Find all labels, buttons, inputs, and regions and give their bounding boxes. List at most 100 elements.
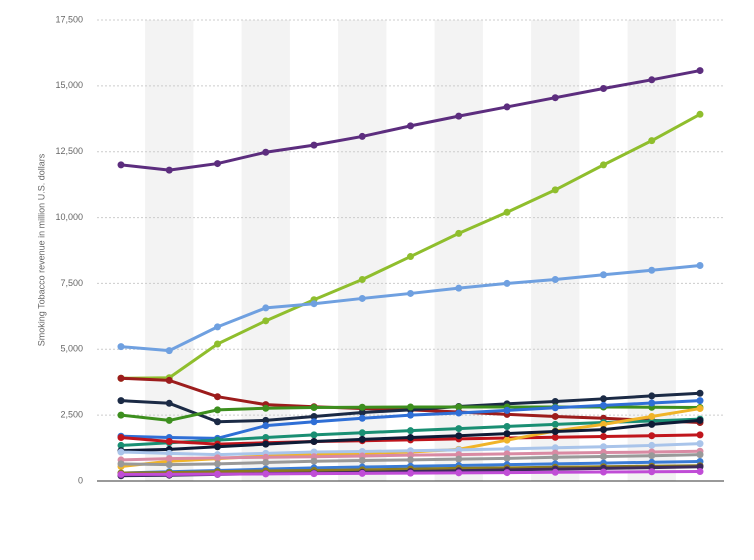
point <box>551 420 559 428</box>
point <box>455 432 463 440</box>
point <box>551 453 559 461</box>
point <box>648 432 656 440</box>
point <box>696 405 704 413</box>
point <box>165 455 173 463</box>
point <box>165 470 173 478</box>
point <box>696 110 704 118</box>
y-tick-label: 5,000 <box>60 344 83 354</box>
point <box>503 454 511 462</box>
point <box>262 434 270 442</box>
point <box>551 397 559 405</box>
point <box>117 374 125 382</box>
point <box>503 103 511 111</box>
point <box>165 461 173 469</box>
y-axis-label: Smoking Tobacco revenue in million U.S. … <box>36 153 46 346</box>
point <box>648 399 656 407</box>
point <box>214 393 221 401</box>
point <box>358 409 366 417</box>
point <box>696 468 704 476</box>
point <box>600 443 607 451</box>
point <box>455 425 463 433</box>
series <box>117 67 704 174</box>
point <box>696 389 704 397</box>
point <box>117 460 125 468</box>
point <box>600 468 607 476</box>
point <box>358 294 366 302</box>
point <box>407 403 414 411</box>
point <box>551 412 559 420</box>
point <box>455 455 463 463</box>
point <box>214 323 221 331</box>
series <box>117 451 704 469</box>
point <box>600 401 607 409</box>
point <box>117 343 125 351</box>
point <box>696 67 704 75</box>
point <box>407 434 414 442</box>
point <box>648 468 656 476</box>
point <box>600 395 607 403</box>
point <box>262 459 270 467</box>
y-tick-label: 0 <box>78 475 83 485</box>
point <box>455 112 463 120</box>
point <box>503 445 511 453</box>
point <box>407 411 414 419</box>
point <box>455 409 463 417</box>
point <box>358 429 366 437</box>
point <box>600 271 607 279</box>
point <box>310 418 318 426</box>
column-stripe <box>531 20 580 481</box>
y-tick-label: 15,000 <box>55 80 83 90</box>
point <box>117 441 125 449</box>
point <box>214 160 221 168</box>
point <box>455 469 463 477</box>
point <box>262 440 270 448</box>
point <box>358 275 366 283</box>
point <box>600 84 607 92</box>
column-stripe <box>145 20 194 481</box>
point <box>503 430 511 438</box>
point <box>310 457 318 465</box>
point <box>696 262 704 270</box>
point <box>648 392 656 400</box>
point <box>262 317 270 325</box>
point <box>503 436 511 444</box>
line <box>120 264 701 353</box>
point <box>648 266 656 274</box>
column-stripe <box>241 20 290 481</box>
point <box>214 406 221 414</box>
point <box>262 453 270 461</box>
y-tick-label: 7,500 <box>60 278 83 288</box>
point <box>503 422 511 430</box>
y-tick-label: 12,500 <box>55 146 83 156</box>
point <box>310 470 318 478</box>
point <box>358 403 366 411</box>
point <box>165 399 173 407</box>
point <box>358 414 366 422</box>
point <box>696 451 704 459</box>
point <box>600 432 607 440</box>
point <box>214 340 221 348</box>
point <box>551 186 559 194</box>
point <box>600 426 607 434</box>
point <box>407 456 414 464</box>
point <box>600 453 607 461</box>
point <box>648 441 656 449</box>
point <box>551 444 559 452</box>
point <box>214 443 221 451</box>
point <box>165 416 173 424</box>
point <box>407 253 414 261</box>
point <box>358 435 366 443</box>
point <box>214 418 221 426</box>
point <box>648 412 656 420</box>
point <box>503 279 511 287</box>
point <box>117 397 125 405</box>
point <box>310 300 318 308</box>
point <box>407 289 414 297</box>
point <box>117 448 125 456</box>
point <box>503 469 511 477</box>
point <box>551 433 559 441</box>
point <box>358 132 366 140</box>
point <box>262 422 270 430</box>
